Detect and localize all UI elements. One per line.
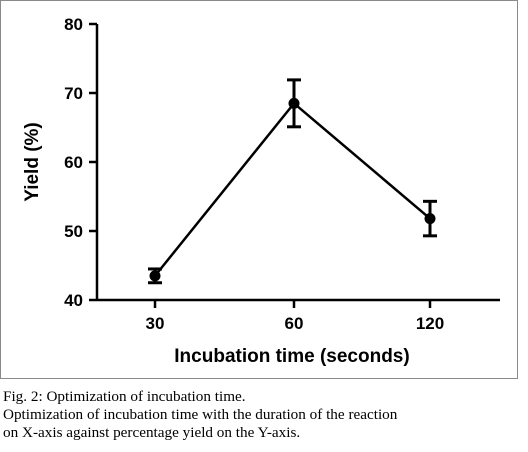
y-tick-label: 50 bbox=[64, 222, 83, 241]
yield-chart: 40 50 60 70 80 30 60 120 Incubation time (seco… bbox=[22, 15, 500, 367]
series-line bbox=[154, 101, 431, 277]
x-ticks: 30 60 120 bbox=[146, 300, 444, 333]
figure-caption: Fig. 2: Optimization of incubation time.… bbox=[3, 388, 525, 442]
chart-axes bbox=[95, 24, 500, 302]
y-tick-label: 70 bbox=[64, 84, 83, 103]
data-point bbox=[149, 270, 161, 282]
data-point bbox=[288, 97, 300, 109]
y-tick-label: 60 bbox=[64, 153, 83, 172]
series-group bbox=[148, 78, 437, 285]
y-tick-label: 80 bbox=[64, 15, 83, 34]
y-tick-label: 40 bbox=[64, 291, 83, 310]
x-tick-label: 120 bbox=[416, 314, 444, 333]
y-axis-title: Yield (%) bbox=[22, 122, 43, 202]
x-tick-label: 60 bbox=[285, 314, 304, 333]
data-point bbox=[424, 213, 436, 225]
caption-body-line-1: Optimization of incubation time with the… bbox=[3, 406, 398, 423]
caption-body-line-2: on X-axis against percentage yield on th… bbox=[3, 424, 301, 441]
x-tick-label: 30 bbox=[146, 314, 165, 333]
caption-title: Fig. 2: Optimization of incubation time. bbox=[3, 388, 246, 405]
y-ticks: 40 50 60 70 80 bbox=[64, 15, 97, 310]
x-axis-title: Incubation time (seconds) bbox=[174, 346, 409, 367]
figure-frame bbox=[0, 0, 518, 379]
